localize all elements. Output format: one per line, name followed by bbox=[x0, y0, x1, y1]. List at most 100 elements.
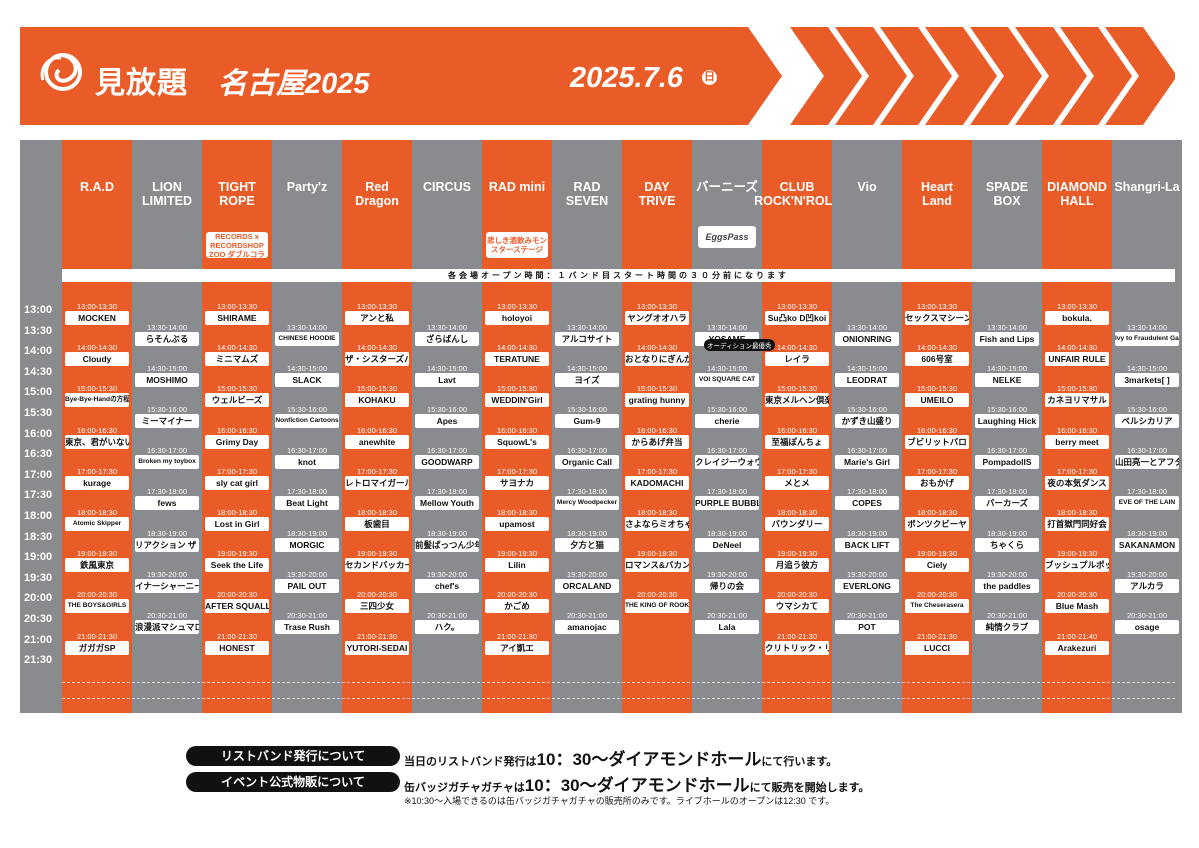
artist-name: chef's bbox=[415, 578, 479, 593]
venue-name-line: TIGHT bbox=[218, 180, 256, 194]
performance-slot: 15:00-15:30 grating hunny bbox=[625, 384, 689, 408]
performance-slot: 17:00-17:30 夜の本気ダンス bbox=[1045, 467, 1109, 490]
performance-slot: 14:00-14:30おとなりにぎんが計画 bbox=[625, 343, 689, 367]
artist-name: バーカーズ bbox=[975, 496, 1039, 511]
artist-name: SLACK bbox=[275, 372, 339, 387]
event-day-of-week: 日 bbox=[702, 70, 717, 85]
artist-name: 夕方と猫 bbox=[555, 537, 619, 552]
slot-time: 13:00-13:30 bbox=[916, 302, 958, 311]
time-label: 14:00 bbox=[24, 345, 53, 358]
venue-name-line: CIRCUS bbox=[423, 180, 471, 194]
artist-name: NELKE bbox=[975, 372, 1039, 387]
performance-slot: 13:00-13:30 Su凸ko D凹koi bbox=[765, 302, 829, 325]
performance-slot: 18:30-19:00 夕方と猫 bbox=[555, 529, 619, 552]
slot-time: 16:00-16:30 bbox=[216, 425, 258, 435]
slot-time: 15:30-16:00 bbox=[1126, 405, 1168, 414]
info-pill: リストバンド発行について bbox=[186, 746, 400, 766]
venue-name: RAD SEVEN bbox=[552, 140, 622, 268]
slot-time: 18:30-19:00 bbox=[986, 528, 1028, 538]
artist-name: ブッシュプルポット bbox=[1045, 558, 1109, 573]
slot-time: 14:00-14:30 bbox=[216, 343, 258, 353]
artist-name: Cloudy bbox=[65, 352, 129, 367]
performance-slot: 16:00-16:30 からあげ弁当 bbox=[625, 426, 689, 449]
venue-column: Party'z 13:30-14:00 CHINESE HOODIE 14:30-15… bbox=[272, 140, 342, 713]
artist-name: berry meet bbox=[1045, 434, 1109, 449]
performance-slot: 19:00-19:30 セカンドバッカー bbox=[345, 549, 409, 573]
artist-name: イナーシャーニー bbox=[135, 578, 199, 593]
venue-column: Shangri-La 13:30-14:00 Ivy to Fraudulent G… bbox=[1112, 140, 1182, 713]
time-label: 17:30 bbox=[24, 489, 53, 502]
slot-time: 16:30-17:00 bbox=[286, 446, 328, 456]
performance-slot: 20:00-20:30 AFTER SQUALL bbox=[205, 590, 269, 614]
slot-time: 14:00-14:30 bbox=[916, 343, 958, 353]
slot-time: 19:00-19:30 bbox=[496, 549, 538, 559]
slot-time: 14:30-15:00 bbox=[286, 363, 328, 373]
slot-time: 19:30-20:00 bbox=[146, 569, 188, 579]
artist-name: Grimy Day bbox=[205, 434, 269, 449]
slot-time: 14:00-14:30 bbox=[636, 343, 678, 353]
slot-time: 20:00-20:30 bbox=[496, 590, 538, 600]
performance-slot: 15:30-16:00 cherie bbox=[695, 405, 759, 428]
artist-name: Laughing Hick bbox=[975, 414, 1039, 428]
time-label: 18:00 bbox=[24, 510, 53, 522]
venue-name-line: Shangri-La bbox=[1114, 180, 1180, 194]
slot-time: 14:30-15:00 bbox=[706, 363, 748, 373]
slot-time: 21:00-21:30 bbox=[496, 631, 538, 641]
performance-slot: 20:00-20:30 THE BOYS&GIRLS bbox=[65, 590, 129, 614]
venue-name-line: Land bbox=[922, 194, 952, 208]
artist-name: 606号室 bbox=[905, 352, 969, 367]
footer-info: リストバンド発行について 当日のリストバンド発行は10：30〜ダイアモンドホールに… bbox=[0, 738, 1199, 838]
slot-time: 15:00-15:30 bbox=[916, 384, 958, 394]
venue-name: SPADE BOX bbox=[972, 140, 1042, 268]
performance-slot: 19:00-19:30 月追う彼方 bbox=[765, 549, 829, 573]
time-label: 15:00 bbox=[24, 386, 53, 399]
venue-name: Red Dragon bbox=[342, 140, 412, 268]
performance-slot: 16:30-17:00 Broken my toybox bbox=[135, 446, 199, 470]
artist-name: sly cat girl bbox=[205, 475, 269, 490]
slot-time: 15:00-15:30 bbox=[216, 384, 258, 394]
venue-column: R.A.D 13:00-13:30 MOCKEN 14:00-14:30 Cloudy 1… bbox=[62, 140, 132, 713]
venue-name-line: DAY bbox=[644, 180, 670, 194]
venue-name: TIGHT ROPE bbox=[202, 140, 272, 268]
slot-time: 20:30-21:00 bbox=[986, 611, 1028, 620]
venue-name: DAY TRIVE bbox=[622, 140, 692, 268]
artist-name: ボンツクビーヤ bbox=[905, 517, 969, 531]
performance-slot: 17:30-18:00 Mellow Youth bbox=[415, 487, 479, 511]
slot-time: 15:30-16:00 bbox=[566, 405, 608, 414]
artist-name: BACK LIFT bbox=[835, 537, 899, 552]
slot-time: 16:30-17:00 bbox=[566, 446, 608, 456]
artist-name: さよならミオちゃん bbox=[625, 517, 689, 531]
performance-slot: 19:30-20:00 アルカラ bbox=[1115, 570, 1179, 593]
venue-name: Vio bbox=[832, 140, 902, 268]
artist-name: おもかげ bbox=[905, 475, 969, 490]
performance-slot: 14:30-15:00 3markets[ ] bbox=[1115, 364, 1179, 387]
artist-name: ウェルビーズ bbox=[205, 393, 269, 408]
slot-time: 18:30-19:00 bbox=[426, 528, 468, 538]
artist-name: カネヨリマサル bbox=[1045, 393, 1109, 408]
slot-time: 16:30-17:00 bbox=[986, 446, 1028, 456]
venue-name-line: DIAMOND bbox=[1047, 180, 1107, 194]
artist-name: Bye-Bye-Handの方程式 bbox=[65, 393, 129, 408]
performance-slot: 17:30-18:00 Mercy Woodpecker bbox=[555, 487, 619, 511]
time-axis: 13:00 13:30 14:00 14:30 15:00 15:30 16:00 16:30… bbox=[20, 140, 62, 713]
slot-time: 17:00-17:30 bbox=[636, 466, 678, 476]
artist-name: アルコサイト bbox=[555, 331, 619, 346]
performance-slot: 16:30-17:00 Organic Call bbox=[555, 446, 619, 470]
slot-time: 13:00-13:30 bbox=[76, 302, 118, 311]
slot-time: 21:00-21:30 bbox=[776, 631, 818, 641]
performance-slot: 20:30-21:00 Trase Rush bbox=[275, 611, 339, 634]
performance-slot: 18:30-19:00 SAKANAMON bbox=[1115, 529, 1179, 552]
artist-name: EVERLONG bbox=[835, 578, 899, 593]
dashed-separator bbox=[62, 682, 1175, 684]
venue-column: RAD mini 悲しき酒飲みモンスターステージ 13:00-13:30 holoyo… bbox=[482, 140, 552, 713]
slot-time: 18:30-19:00 bbox=[286, 528, 328, 538]
slot-time: 16:00-16:30 bbox=[776, 425, 818, 435]
artist-name: THE BOYS&GIRLS bbox=[65, 599, 129, 614]
artist-name: アンと私 bbox=[345, 311, 409, 325]
artist-name: LEODRAT bbox=[835, 372, 899, 387]
artist-name: fews bbox=[135, 496, 199, 511]
venue-column: Vio 13:30-14:00 ONIONRING 14:30-15:00 LEODRA… bbox=[832, 140, 902, 713]
performance-slot: 13:00-13:30 SHIRAME bbox=[205, 302, 269, 325]
